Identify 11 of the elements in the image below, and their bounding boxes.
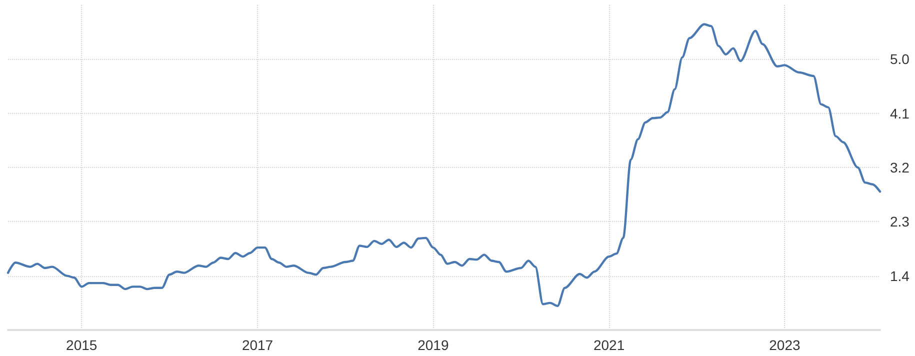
x-tick-label: 2017 <box>242 337 274 353</box>
y-tick-label: 4.1 <box>890 105 910 122</box>
y-tick-label: 1.4 <box>890 268 910 284</box>
line-series <box>6 23 882 308</box>
y-tick-label: 3.2 <box>890 160 910 176</box>
y-tick-label: 5.0 <box>890 51 910 68</box>
y-tick-label: 2.3 <box>890 214 910 230</box>
x-tick-label: 2023 <box>769 337 800 353</box>
x-tick-label: 2015 <box>66 337 98 353</box>
x-tick-label: 2019 <box>418 337 449 353</box>
x-tick-label: 2021 <box>593 337 625 353</box>
